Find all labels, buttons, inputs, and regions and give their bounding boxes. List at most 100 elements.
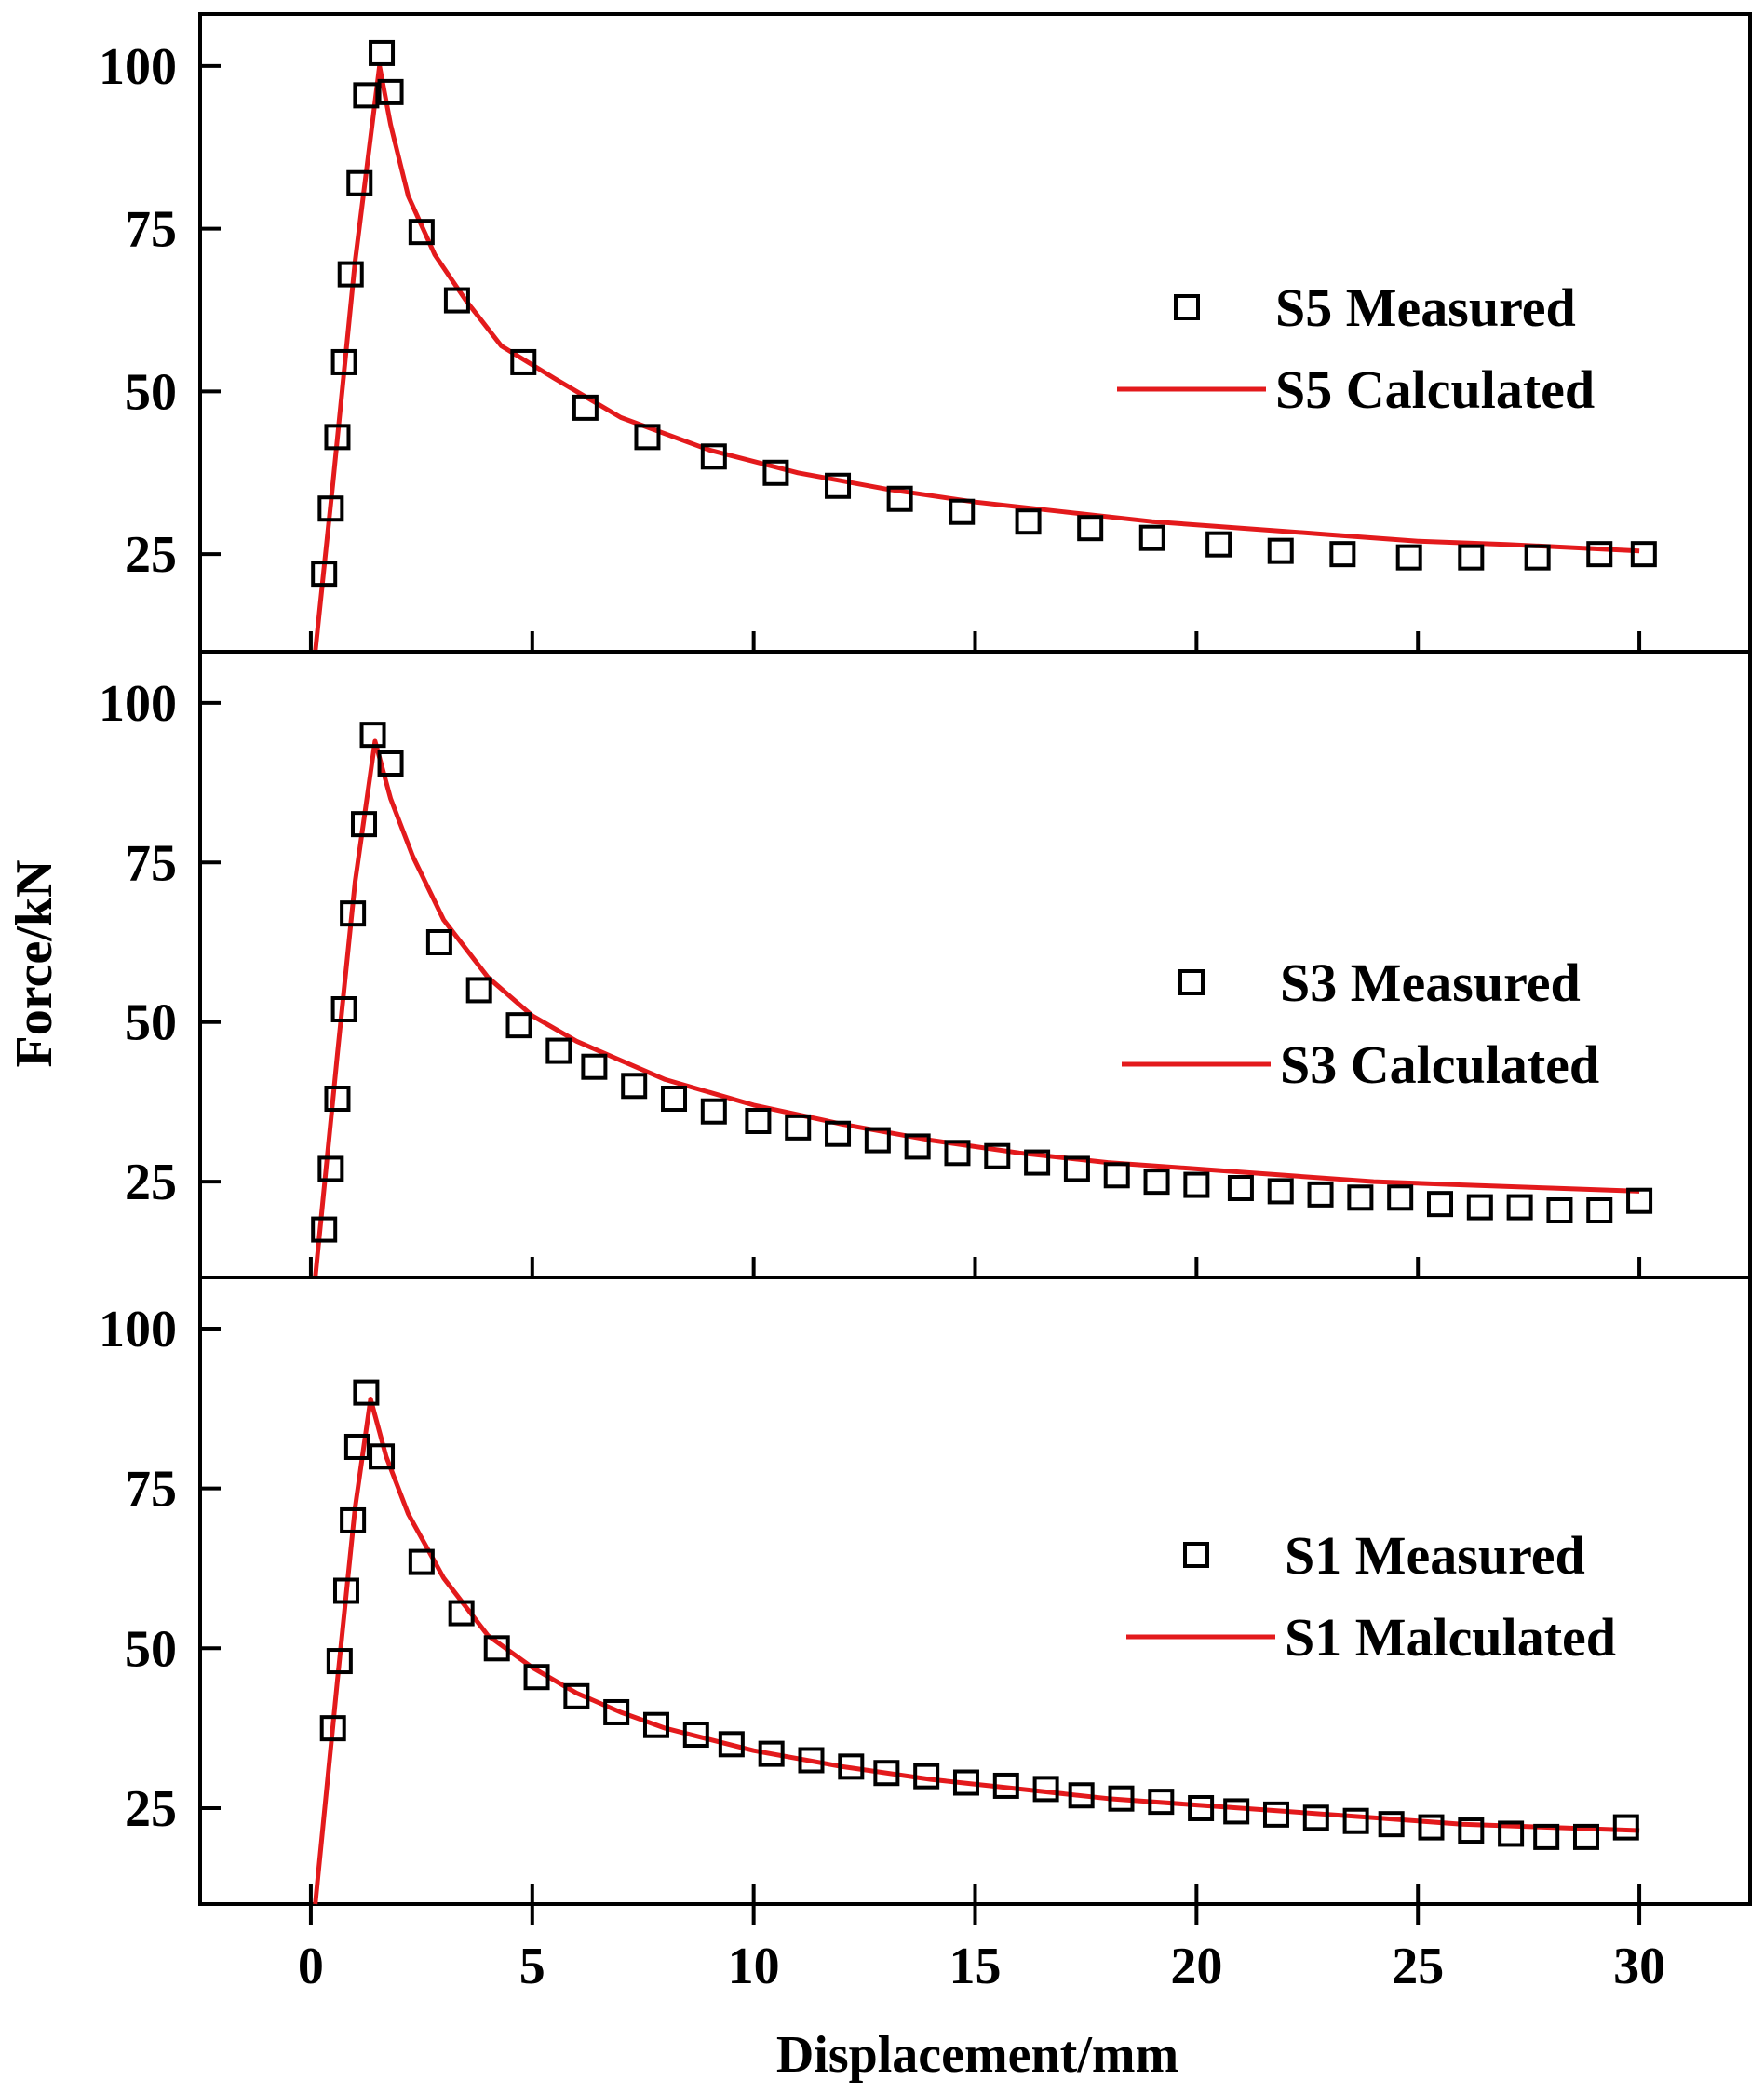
measured-point: [1506, 1194, 1533, 1221]
measured-point: [1329, 541, 1356, 568]
measured-point: [1307, 1181, 1334, 1208]
y-tick-label: 75: [125, 834, 177, 892]
measured-point: [1103, 1162, 1130, 1189]
measured-point: [505, 1012, 532, 1039]
measured-point: [1205, 531, 1232, 558]
x-axis: 0 5 10 15 20 25 30: [298, 1904, 1665, 1995]
measured-point: [572, 394, 599, 421]
measured-point: [825, 1120, 852, 1147]
measured-point: [700, 1098, 727, 1125]
measured-point: [1586, 541, 1613, 568]
measured-point: [838, 1753, 865, 1780]
measured-point: [1077, 515, 1104, 542]
measured-point: [952, 1769, 979, 1796]
measured-point: [1458, 544, 1485, 571]
x-tick-label: 10: [728, 1938, 780, 1995]
measured-point: [311, 561, 338, 588]
measured-point: [483, 1635, 510, 1662]
measured-point: [353, 1379, 380, 1406]
measured-point: [330, 996, 357, 1022]
measured-point: [1626, 1187, 1653, 1214]
measured-point: [1262, 1801, 1289, 1828]
measured-point: [340, 1506, 367, 1533]
measured-point: [359, 722, 386, 749]
measured-point: [762, 459, 789, 486]
measured-point: [1223, 1798, 1250, 1825]
measured-point: [340, 900, 367, 927]
legend-marker-measured: [1178, 969, 1205, 995]
measured-point: [369, 1443, 396, 1470]
measured-point: [1302, 1804, 1329, 1831]
measured-point: [343, 1433, 370, 1460]
x-tick-label: 25: [1392, 1938, 1444, 1995]
legend-label-measured: S1 Measured: [1285, 1525, 1585, 1586]
measured-point: [1524, 544, 1551, 571]
y-tick-label: 100: [99, 38, 177, 96]
measured-point: [1395, 544, 1422, 571]
measured-point: [317, 495, 344, 522]
measured-point: [1572, 1823, 1599, 1850]
measured-point: [1498, 1820, 1525, 1847]
measured-point: [682, 1722, 709, 1749]
x-tick-label: 5: [519, 1938, 545, 1995]
y-tick-label: 25: [125, 526, 177, 584]
x-tick-label: 20: [1170, 1938, 1222, 1995]
measured-point: [1342, 1807, 1369, 1834]
measured-point: [408, 1548, 435, 1575]
legend-marker-measured: [1183, 1542, 1209, 1568]
x-tick-label: 15: [949, 1938, 1002, 1995]
measured-point: [661, 1086, 688, 1112]
measured-point: [1138, 524, 1165, 551]
measured-point: [510, 348, 537, 375]
measured-point: [1148, 1789, 1175, 1816]
measured-point: [324, 424, 351, 451]
measured-point: [1032, 1776, 1059, 1803]
measured-point: [1458, 1817, 1485, 1844]
measured-point: [1418, 1814, 1445, 1841]
measured-point: [1267, 1178, 1294, 1205]
legend-label-measured: S3 Measured: [1280, 952, 1581, 1013]
measured-point: [1068, 1782, 1095, 1809]
measured-point: [603, 1698, 630, 1725]
measured-point: [545, 1037, 572, 1064]
measured-point: [351, 811, 378, 838]
plot-frame: [198, 1276, 1752, 1906]
x-tick-label: 0: [298, 1938, 324, 1995]
measured-point: [332, 1577, 359, 1604]
measured-point: [913, 1763, 940, 1790]
y-tick-label: 25: [125, 1780, 177, 1838]
panel-s1: 25 50 75 100 S1 Measured S1 Malculated: [99, 1276, 1752, 1906]
calculated-line-s1: [313, 1397, 1640, 1905]
legend-label-calculated: S1 Malculated: [1285, 1607, 1616, 1668]
legend-label-measured: S5 Measured: [1275, 277, 1576, 338]
measured-point: [642, 1711, 669, 1738]
measured-point: [326, 1648, 353, 1675]
measured-point: [1546, 1197, 1573, 1223]
measured-point: [319, 1715, 346, 1742]
measured-point: [581, 1053, 608, 1080]
measured-point: [904, 1133, 931, 1160]
measured-point: [346, 169, 373, 196]
measured-point: [377, 78, 404, 105]
legend-label-calculated: S5 Calculated: [1275, 359, 1595, 420]
measured-point: [621, 1073, 648, 1100]
panel-s5: 25 50 75 100 S5 Measured S5 Calculated: [99, 12, 1752, 654]
measured-point: [949, 498, 976, 525]
y-tick-label: 25: [125, 1154, 177, 1211]
measured-point: [369, 39, 396, 66]
calculated-line-s3: [313, 738, 1640, 1278]
y-tick-label: 50: [125, 363, 177, 421]
measured-point: [377, 750, 404, 777]
measured-point: [745, 1108, 772, 1134]
measured-point: [798, 1747, 825, 1774]
measured-point: [1188, 1794, 1215, 1821]
measured-point: [984, 1142, 1011, 1169]
measured-point: [873, 1760, 900, 1787]
measured-point: [523, 1664, 550, 1691]
measured-point: [718, 1731, 745, 1758]
measured-point: [944, 1140, 971, 1167]
measured-point: [1108, 1785, 1135, 1812]
measured-point: [1015, 508, 1042, 535]
measured-point: [1024, 1149, 1051, 1176]
